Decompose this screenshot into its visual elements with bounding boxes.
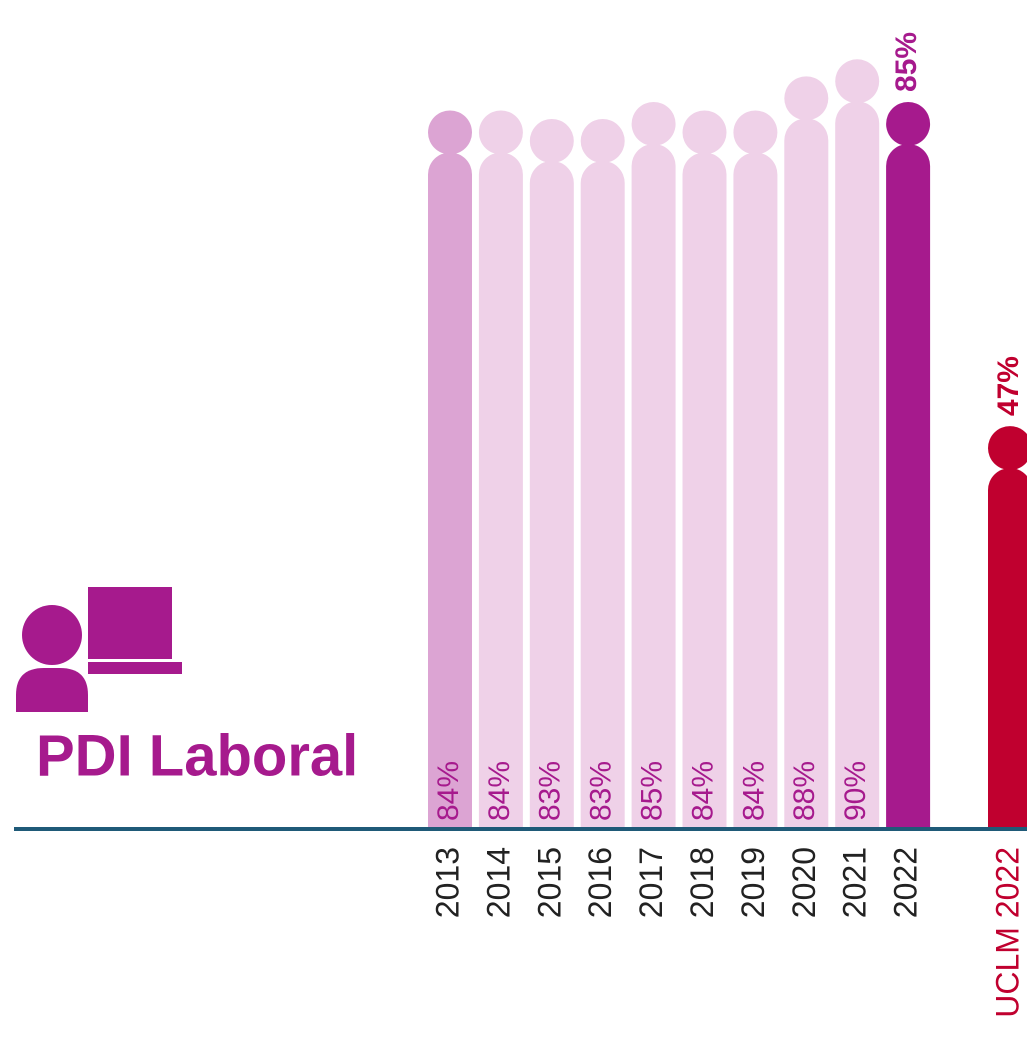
bar <box>784 118 829 828</box>
value-label: 84% <box>432 761 465 821</box>
value-label: 83% <box>585 761 618 821</box>
bar <box>580 161 625 827</box>
icon-body <box>16 668 88 712</box>
bar-head <box>428 110 472 155</box>
x-tick-label: 2017 <box>633 847 669 918</box>
bar-head <box>733 110 778 155</box>
value-label: 88% <box>788 761 821 821</box>
bar <box>682 152 727 828</box>
value-label: 84% <box>686 761 719 821</box>
bar-head <box>682 110 727 155</box>
icon-desk <box>88 662 182 674</box>
x-tick-label: 2014 <box>480 847 516 918</box>
value-label: 84% <box>483 761 516 821</box>
bar <box>478 152 523 827</box>
bar <box>988 468 1027 827</box>
bar <box>733 152 778 828</box>
value-label: 84% <box>737 761 770 821</box>
x-tick-label: 2015 <box>531 847 567 918</box>
x-tick-label: 2018 <box>684 847 720 918</box>
value-label: 47% <box>992 356 1025 416</box>
value-label: 85% <box>636 761 669 821</box>
icon-head <box>22 605 82 665</box>
icon <box>16 587 182 712</box>
value-label: 83% <box>534 761 567 821</box>
bar <box>886 143 931 827</box>
bar <box>529 161 574 827</box>
x-tick-label: 2020 <box>786 847 822 918</box>
bar-head <box>988 426 1027 471</box>
bar <box>835 101 880 828</box>
bar-head <box>784 76 829 121</box>
bar-head <box>478 110 523 155</box>
bar-head <box>835 59 880 104</box>
value-label: 90% <box>839 761 872 821</box>
bar <box>631 143 676 827</box>
bar <box>428 152 472 828</box>
value-label: 85% <box>890 32 923 92</box>
x-tick-label: 2021 <box>837 847 873 918</box>
x-tick-label: 2022 <box>888 847 924 918</box>
bar-head <box>580 119 625 164</box>
x-tick-label: 2016 <box>582 847 618 918</box>
x-tick-label: UCLM 2022 <box>989 847 1025 1018</box>
x-tick-label: 2013 <box>429 847 465 918</box>
bar-head <box>529 119 574 164</box>
bar-head <box>631 101 676 146</box>
x-tick-label: 2019 <box>735 847 771 918</box>
bar-head <box>886 101 931 146</box>
chart-title: PDI Laboral <box>36 723 358 788</box>
icon-screen <box>88 587 172 659</box>
